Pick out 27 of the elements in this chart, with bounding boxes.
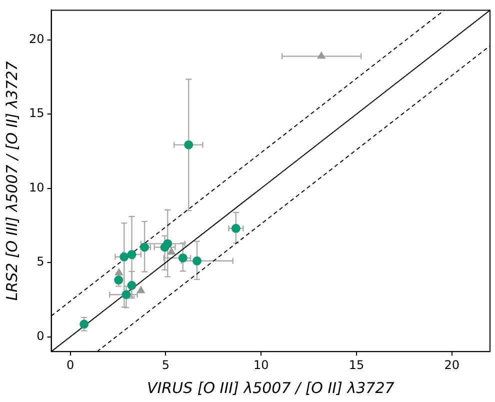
point	[167, 248, 176, 255]
point	[115, 268, 123, 276]
x-axis-title: VIRUS [O III] λ5007 / [O II] λ3727	[146, 378, 395, 397]
point	[192, 256, 202, 266]
point	[120, 252, 129, 262]
y-tick-label: 20	[28, 32, 44, 46]
x-tick-label: 5	[162, 358, 170, 372]
y-tick-label: 15	[28, 106, 44, 120]
y-axis-title: LRS2 [O III] λ5007 / [O II] λ3727	[2, 60, 21, 301]
point	[178, 253, 188, 262]
point	[317, 52, 326, 59]
y-tick-label: 10	[28, 180, 44, 194]
x-tick-label: 0	[66, 358, 74, 372]
point	[114, 276, 124, 285]
point	[127, 250, 136, 260]
point	[231, 224, 240, 233]
x-tick-label: 20	[444, 358, 460, 372]
y-tick-label: 0	[36, 328, 44, 343]
point	[136, 286, 145, 294]
point	[163, 239, 172, 248]
point	[184, 140, 194, 150]
y-tick-label: 5	[36, 254, 44, 269]
x-tick-label: 15	[348, 358, 364, 372]
x-tick-label: 10	[253, 358, 269, 372]
point	[127, 280, 136, 290]
point	[122, 290, 131, 300]
point	[80, 320, 89, 329]
